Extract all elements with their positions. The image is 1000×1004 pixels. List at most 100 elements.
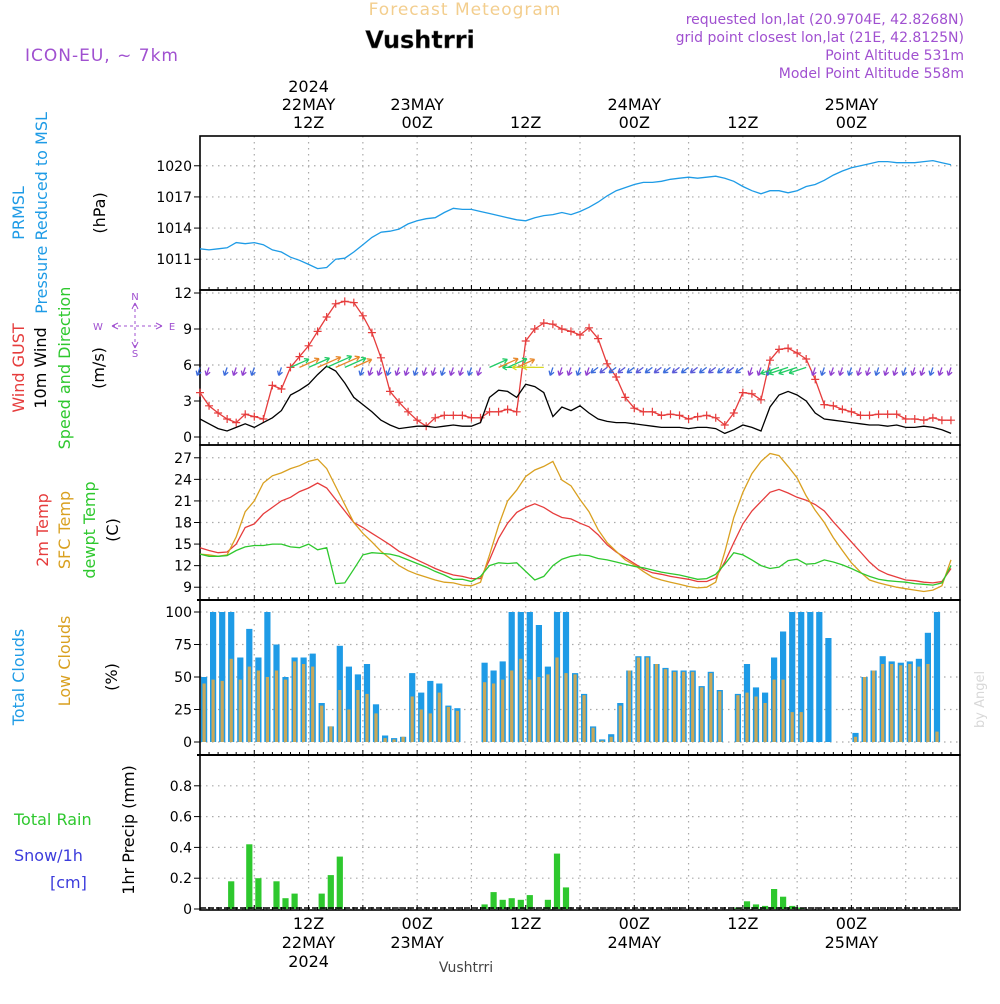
clouds-ytick-label: 25: [174, 703, 192, 719]
wind-direction-arrow: [498, 357, 519, 368]
rain-bar: [771, 889, 778, 909]
wind-direction-arrow: [249, 367, 256, 376]
low-cloud-bar: [718, 691, 722, 742]
wind-direction-arrow: [548, 367, 555, 376]
watermark: by Angel: [973, 671, 988, 728]
wind-direction-arrow: [457, 367, 464, 376]
gust-point: [766, 356, 774, 365]
wind-ylabel: Speed and Direction: [55, 287, 74, 450]
compass-west: W: [93, 322, 103, 333]
pressure-ylabel: PRMSL: [9, 186, 28, 240]
wind-direction-arrow: [566, 367, 573, 376]
low-cloud-bar: [202, 683, 206, 742]
top-time-label: 12Z: [510, 113, 541, 132]
bottom-time-label: 12Z: [727, 914, 758, 933]
temperature-ytick-label: 9: [183, 580, 192, 596]
low-cloud-bar: [247, 666, 251, 742]
gust-point: [829, 401, 838, 410]
low-cloud-bar: [528, 679, 532, 742]
wind-direction-arrow: [439, 367, 446, 376]
compass-east: E: [169, 322, 175, 333]
low-cloud-bar: [799, 712, 803, 742]
temperature-ytick-label: 27: [174, 451, 192, 467]
low-cloud-bar: [519, 658, 523, 742]
wind-direction-arrow: [308, 356, 331, 368]
low-cloud-bar: [446, 706, 450, 742]
total-cloud-bar: [210, 612, 217, 742]
low-cloud-bar: [483, 682, 487, 742]
wind-direction-arrow: [195, 367, 202, 376]
footer-location: Vushtrri: [439, 960, 493, 976]
cloud-ylabel: Total Clouds: [9, 629, 28, 727]
low-cloud-bar: [736, 695, 740, 742]
rain-bar: [481, 904, 488, 909]
gust-point: [413, 416, 422, 425]
gust-point: [404, 407, 413, 416]
wind-direction-arrow: [522, 364, 544, 371]
low-cloud-bar: [872, 670, 876, 742]
wind-direction-arrow: [716, 366, 726, 374]
compass-north: N: [131, 292, 138, 303]
wind-ytick-label: 3: [183, 394, 192, 410]
rain-bar: [490, 892, 497, 909]
rain-bar: [327, 875, 334, 909]
wind-direction-arrow: [865, 367, 872, 376]
wind-ytick-label: 9: [183, 322, 192, 338]
gust-point: [268, 381, 277, 390]
rain-bar: [517, 899, 524, 909]
gust-point: [847, 407, 856, 416]
gust-point: [449, 411, 458, 420]
low-cloud-bar: [790, 712, 794, 742]
low-cloud-bar: [890, 664, 894, 742]
wind-direction-arrow: [507, 357, 528, 368]
temperature-series-2m-temp: [199, 482, 952, 584]
gust-point: [295, 352, 304, 361]
low-cloud-bar: [935, 731, 939, 742]
rain-bar: [255, 878, 262, 909]
low-cloud-bar: [347, 709, 351, 742]
low-cloud-bar: [899, 665, 903, 742]
low-cloud-bar: [573, 674, 577, 742]
low-cloud-bar: [555, 657, 559, 742]
wind-direction-arrow: [575, 367, 582, 376]
wind-direction-arrow: [608, 366, 617, 374]
low-cloud-bar: [745, 692, 749, 742]
rain-bar: [336, 856, 343, 909]
wind-direction-arrow: [421, 367, 428, 376]
gust-point: [476, 413, 485, 422]
requested-location: requested lon,lat (20.9704E, 42.8268N): [686, 12, 964, 28]
compass-south: S: [132, 349, 138, 360]
low-cloud-bar: [564, 673, 568, 742]
wind-direction-arrow: [466, 367, 473, 376]
pressure-ylabel: (hPa): [90, 192, 109, 233]
low-cloud-bar: [302, 664, 306, 742]
bottom-time-label: 25MAY: [825, 933, 879, 952]
wind-ylabel: (m/s): [89, 347, 108, 389]
gust-point: [395, 398, 404, 407]
wind-direction-arrow: [557, 367, 564, 376]
gust-point: [756, 395, 765, 404]
wind-ylabel: 10m Wind: [31, 327, 50, 408]
wind-direction-arrow: [662, 366, 671, 374]
precip-ytick-label: 0: [183, 902, 192, 918]
gust-point: [793, 349, 802, 357]
temperature-series-dewpt-temp: [199, 543, 952, 586]
low-cloud-bar: [881, 664, 885, 742]
low-cloud-bar: [627, 670, 631, 742]
gust-point: [241, 410, 250, 419]
wind-direction-arrow: [317, 355, 342, 368]
wind-direction-arrow: [476, 367, 483, 376]
wind-direction-arrow: [412, 367, 419, 376]
low-cloud-bar: [609, 736, 613, 742]
total-cloud-bar: [807, 612, 814, 742]
gust-point: [747, 389, 756, 398]
gust-point: [548, 320, 557, 329]
pressure-ylabel: Pressure Reduced to MSL: [32, 112, 51, 314]
wind-direction-arrow: [874, 367, 881, 376]
wind-direction-arrow: [671, 366, 680, 374]
bottom-time-label: 24MAY: [607, 933, 661, 952]
cloud-ylabel: (%): [102, 663, 121, 691]
temperature-grid: [194, 445, 961, 600]
chart-subtitle: Forecast Meteogram: [369, 0, 562, 20]
